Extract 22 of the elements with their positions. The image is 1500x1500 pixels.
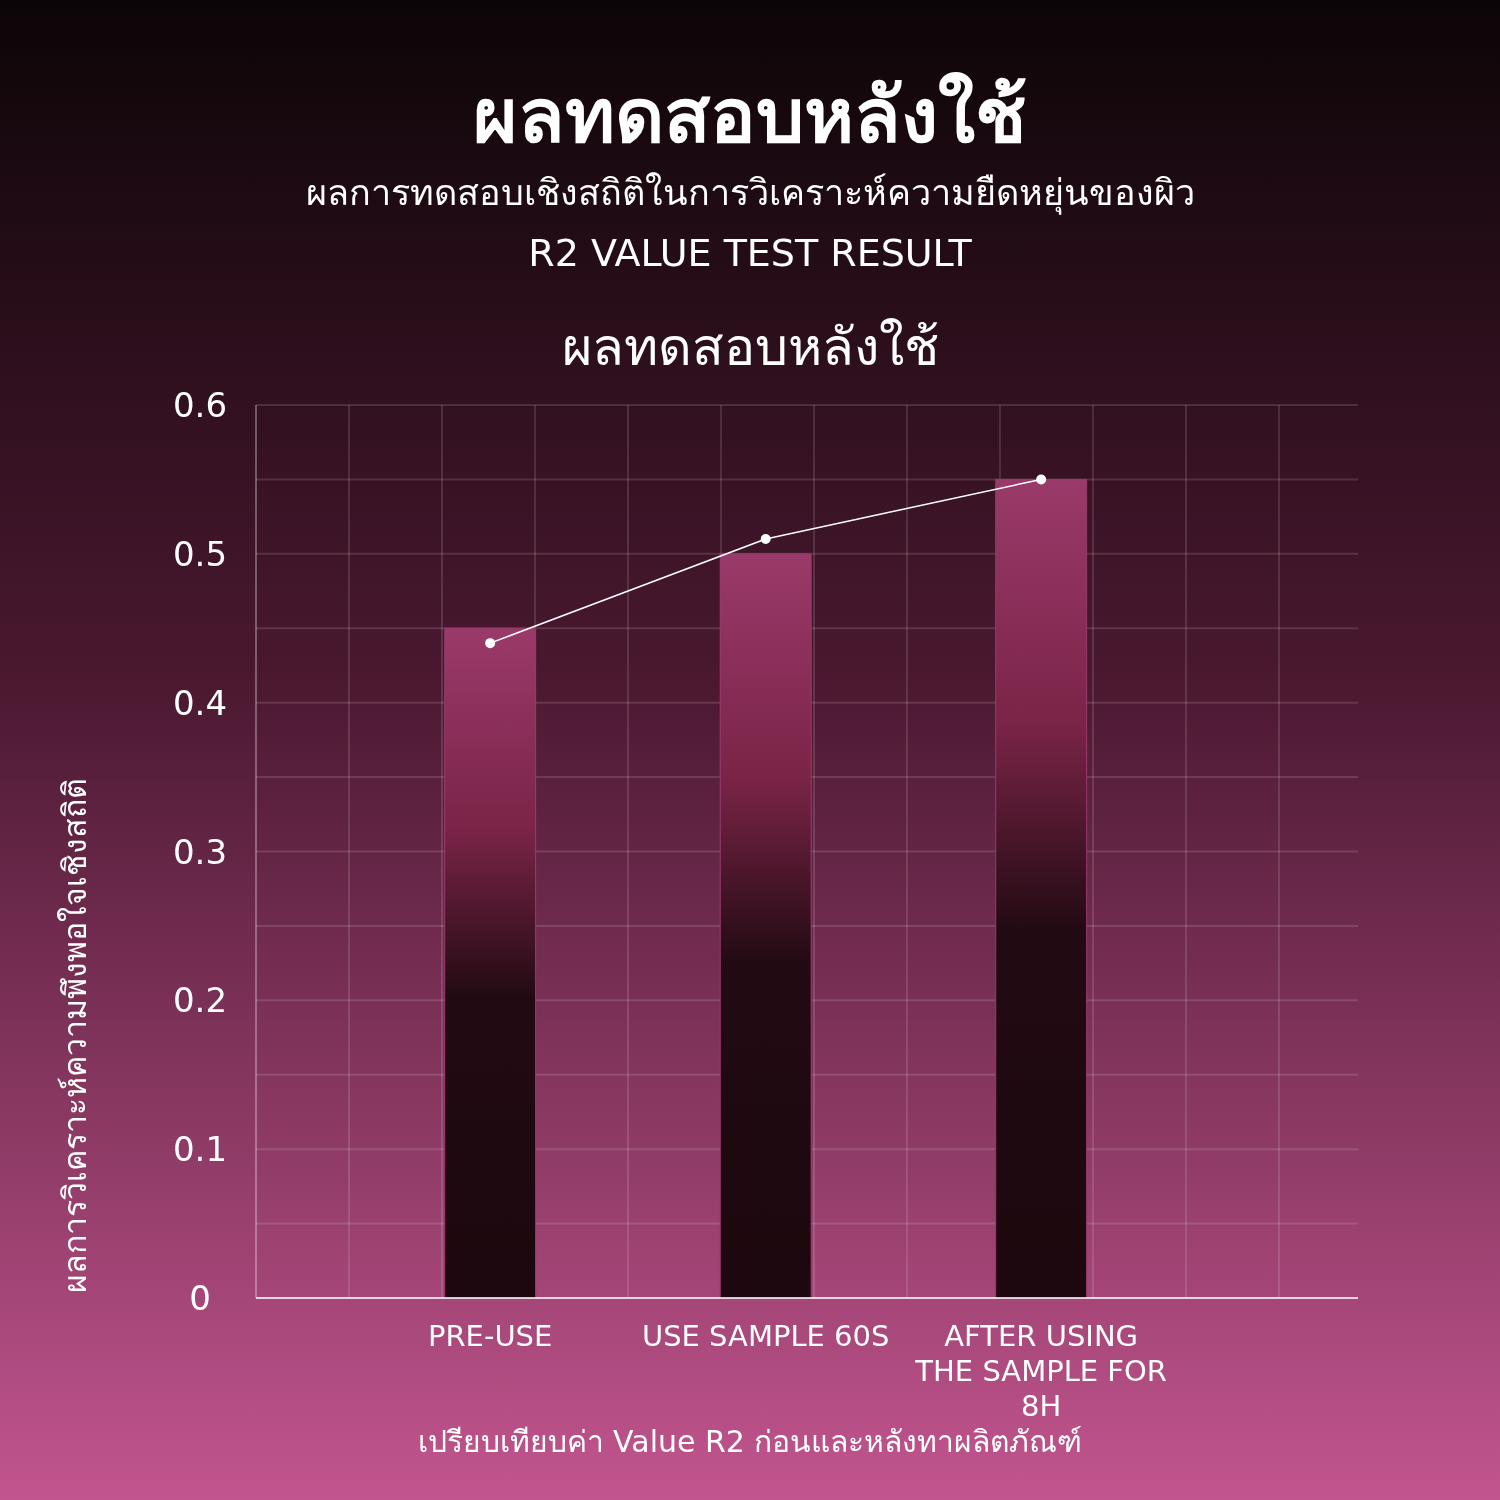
chart-title: ผลทดสอบหลังใช้ xyxy=(473,71,1027,160)
y-tick-label: 0.5 xyxy=(172,533,228,574)
bar xyxy=(995,478,1088,1299)
text: R2 VALUE TEST RESULT xyxy=(528,231,973,275)
x-tick-label: AFTER USING THE SAMPLE FOR 8H xyxy=(914,1319,1168,1423)
y-tick-label: 0.4 xyxy=(172,682,228,723)
y-tick-label: 0.1 xyxy=(172,1129,228,1170)
bar xyxy=(444,627,537,1299)
y-tick-label: 0.2 xyxy=(172,980,228,1021)
x-tick-label: USE SAMPLE 60S xyxy=(641,1319,890,1353)
text: ผลทดสอบหลังใช้ xyxy=(561,317,939,377)
y-axis-title: ผลการวิเคราะห์ความพึงพอใจเชิงสถิติ xyxy=(56,777,94,1293)
y-tick-label: 0 xyxy=(189,1278,211,1318)
point xyxy=(485,638,496,649)
point xyxy=(1036,474,1047,485)
chart-subtitle: ผลการทดสอบเชิงสถิติในการวิเคราะห์ความยืดหยุ่นของผิว xyxy=(305,172,1195,215)
y-tick-label: 0.6 xyxy=(172,385,228,425)
text: เปรียบเทียบค่า Value R2 ก่อนและหลังทาผลิตภัณฑ์ xyxy=(417,1424,1083,1459)
x-tick-label: PRE-USE xyxy=(427,1319,553,1353)
y-tick-label: 0.3 xyxy=(172,831,228,872)
bar xyxy=(719,553,812,1299)
point xyxy=(760,533,771,544)
